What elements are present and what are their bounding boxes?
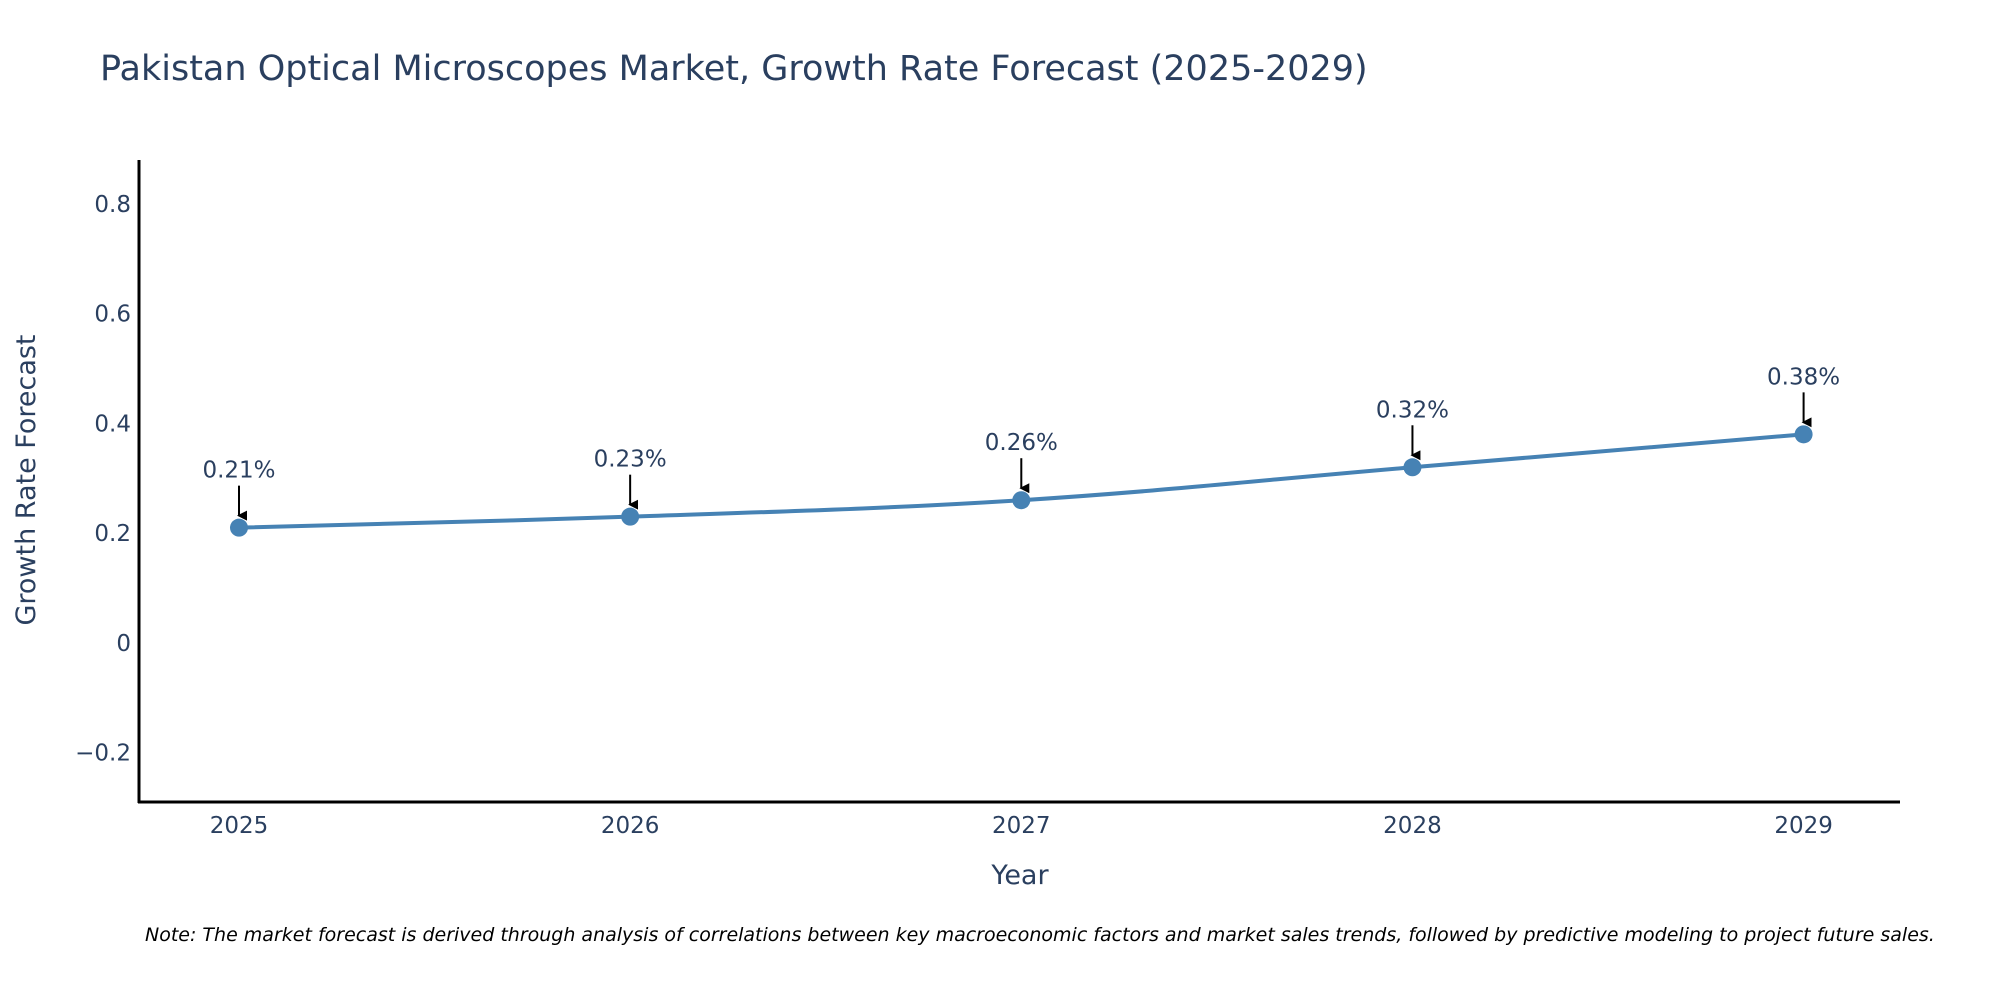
x-tick-label: 2025 xyxy=(210,813,269,839)
x-tick-label: 2027 xyxy=(992,813,1051,839)
data-point xyxy=(230,518,248,537)
data-point xyxy=(1403,458,1422,477)
data-annotations: 0.21% 0.23% 0.26% 0.32% 0.38% xyxy=(202,364,1840,521)
footnote: Note: The market forecast is derived thr… xyxy=(145,924,1935,946)
x-tick-label: 2029 xyxy=(1774,813,1833,839)
data-label: 0.21% xyxy=(202,458,275,484)
y-tick-label: 0.6 xyxy=(94,302,131,328)
x-tick-labels: 2025 2026 2027 2028 2029 xyxy=(210,813,1833,839)
data-label: 0.23% xyxy=(594,447,667,473)
y-tick-label: 0.4 xyxy=(94,411,131,437)
y-tick-label: 0 xyxy=(116,631,131,657)
y-tick-label: 0.8 xyxy=(94,192,131,218)
data-markers xyxy=(230,425,1813,537)
chart-title: Pakistan Optical Microscopes Market, Gro… xyxy=(100,49,1368,89)
y-tick-label: 0.2 xyxy=(94,521,131,547)
y-tick-labels: −0.2 0 0.2 0.4 0.6 0.8 xyxy=(75,192,131,767)
data-label: 0.32% xyxy=(1376,397,1449,423)
x-axis-title: Year xyxy=(990,860,1049,891)
data-label: 0.26% xyxy=(985,430,1058,456)
data-point xyxy=(621,507,640,526)
y-tick-label: −0.2 xyxy=(75,741,131,767)
x-tick-label: 2028 xyxy=(1383,813,1442,839)
data-point xyxy=(1794,425,1813,444)
data-label: 0.38% xyxy=(1767,364,1840,390)
y-axis-title: Growth Rate Forecast xyxy=(11,334,42,625)
x-tick-label: 2026 xyxy=(601,813,660,839)
data-point xyxy=(1012,491,1031,510)
